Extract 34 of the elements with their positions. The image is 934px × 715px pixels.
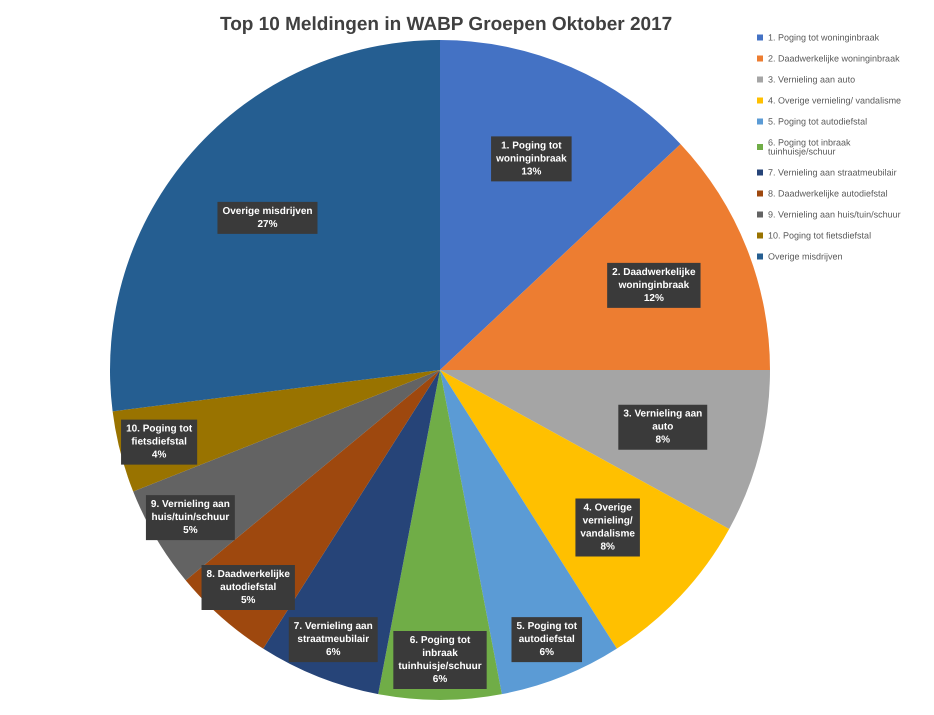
data-label: 8% [656, 434, 670, 446]
data-label: 6% [540, 647, 554, 658]
slice-label: 3. Vernieling aan auto [623, 408, 702, 433]
slice-label: 2. Daadwerkelijke woninginbraak [612, 266, 696, 291]
legend-label: 8. Daadwerkelijke autodiefstal [768, 188, 888, 198]
slice-label: 4. Overige vernieling/ vandalisme [580, 502, 636, 540]
slice-label: 1. Poging tot woninginbraak [495, 140, 568, 164]
data-label: 4% [152, 450, 166, 461]
slice-label: 7. Vernieling aan straatmeubilair [294, 621, 373, 646]
legend-label: Overige misdrijven [768, 252, 843, 262]
legend-label: 9. Vernieling aan huis/tuin/schuur [768, 210, 901, 220]
slice-label: 9. Vernieling aan huis/tuin/schuur [150, 499, 230, 524]
data-label: 6% [432, 674, 448, 685]
data-label: 5% [240, 595, 256, 606]
legend-label: 6. Poging tot inbraak tuinhuisje/schuur [768, 138, 852, 156]
slice-label: Overige misdrijven [222, 206, 312, 217]
data-label: 5% [183, 525, 198, 536]
legend-label: 1. Poging tot woninginbraak [768, 32, 880, 42]
legend-label: 2. Daadwerkelijke woninginbraak [768, 54, 900, 64]
data-label: 12% [644, 292, 664, 304]
slice-label: 8. Daadwerkelijke autodiefstal [206, 569, 290, 594]
data-label: 6% [326, 647, 341, 658]
legend-label: 5. Poging tot autodiefstal [768, 116, 868, 126]
legend-label: 4. Overige vernieling/ vandalisme [768, 96, 902, 106]
data-label: 8% [600, 541, 615, 552]
slice-label: 6. Poging tot inbraak tuinhuisje/schuur [398, 635, 482, 672]
slice-label: 10. Poging tot fietsdiefstal [126, 424, 193, 448]
data-label: 13% [521, 166, 542, 178]
legend-label: 3. Vernieling aan auto [768, 74, 856, 84]
legend-label: 7. Vernieling aan straatmeubilair [768, 168, 897, 178]
legend-label: 10. Poging tot fietsdiefstal [768, 230, 872, 240]
slice-label: 5. Poging tot autodiefstal [516, 621, 578, 646]
data-label: 27% [257, 218, 278, 230]
chart-title: Top 10 Meldingen in WABP Groepen Oktober 2017 [220, 14, 672, 35]
